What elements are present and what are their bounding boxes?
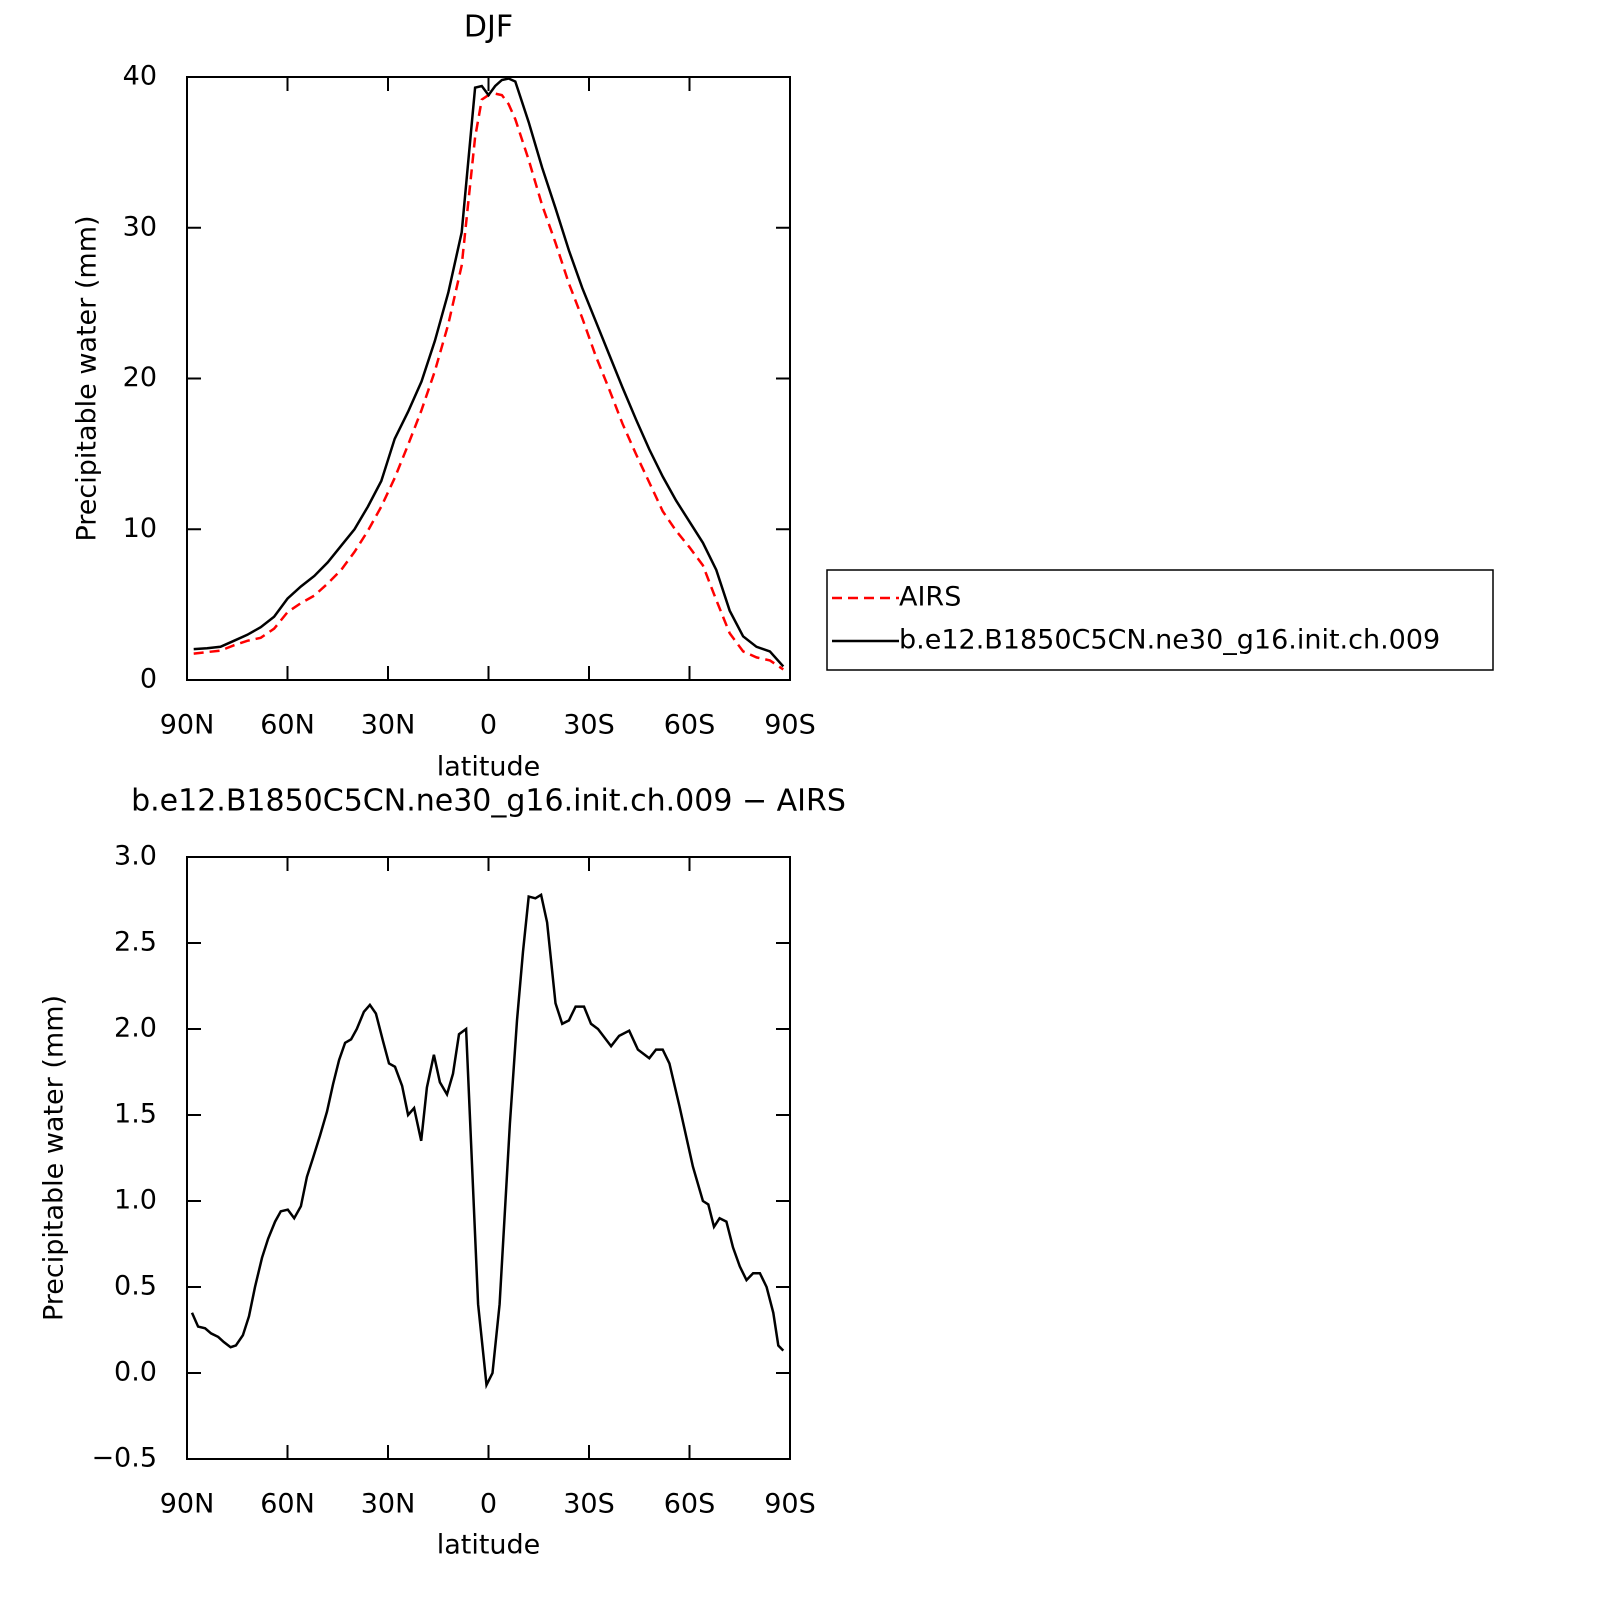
chart-title: b.e12.B1850C5CN.ne30_g16.init.ch.009 − A… bbox=[131, 784, 846, 819]
legend-label: AIRS bbox=[899, 582, 961, 613]
x-tick-label: 90S bbox=[764, 1489, 816, 1520]
x-axis-label: latitude bbox=[437, 1530, 541, 1561]
y-tick-label: 20 bbox=[123, 362, 157, 393]
x-tick-label: 60S bbox=[664, 1489, 716, 1520]
series-line bbox=[193, 77, 785, 668]
x-tick-label: 90N bbox=[160, 1489, 215, 1520]
x-tick-label: 0 bbox=[480, 710, 497, 741]
chart-title: DJF bbox=[464, 10, 513, 45]
x-tick-label: 30S bbox=[563, 710, 615, 741]
y-axis-label: Precipitable water (mm) bbox=[72, 215, 103, 541]
legend-box bbox=[826, 569, 1494, 671]
x-tick-label: 30S bbox=[563, 1489, 615, 1520]
x-tick-label: 60N bbox=[260, 1489, 315, 1520]
x-tick-label: 30N bbox=[361, 710, 416, 741]
x-tick-label: 90S bbox=[764, 710, 816, 741]
y-tick-label: 0 bbox=[140, 664, 157, 695]
y-tick-label: 40 bbox=[123, 61, 157, 92]
plot-frame bbox=[186, 856, 791, 1460]
series-line bbox=[193, 92, 784, 671]
y-axis-label: Precipitable water (mm) bbox=[39, 995, 70, 1321]
x-tick-label: 0 bbox=[480, 1489, 497, 1520]
x-tick-label: 30N bbox=[361, 1489, 416, 1520]
x-tick-label: 60N bbox=[260, 710, 315, 741]
y-tick-label: 1.0 bbox=[114, 1185, 157, 1216]
y-tick-label: 0.5 bbox=[114, 1271, 157, 1302]
y-tick-label: 3.0 bbox=[114, 841, 157, 872]
x-axis-label: latitude bbox=[437, 752, 541, 783]
y-tick-label: 2.5 bbox=[114, 927, 157, 958]
x-tick-label: 60S bbox=[664, 710, 716, 741]
y-tick-label: 10 bbox=[123, 513, 157, 544]
series-line bbox=[190, 892, 785, 1390]
legend-label: b.e12.B1850C5CN.ne30_g16.init.ch.009 bbox=[899, 625, 1440, 656]
x-tick-label: 90N bbox=[160, 710, 215, 741]
y-tick-label: 2.0 bbox=[114, 1013, 157, 1044]
y-tick-label: 30 bbox=[123, 211, 157, 242]
y-tick-label: 0.0 bbox=[114, 1357, 157, 1388]
y-tick-label: 1.5 bbox=[114, 1099, 157, 1130]
y-tick-label: −0.5 bbox=[91, 1443, 157, 1474]
plot-frame bbox=[186, 76, 791, 681]
